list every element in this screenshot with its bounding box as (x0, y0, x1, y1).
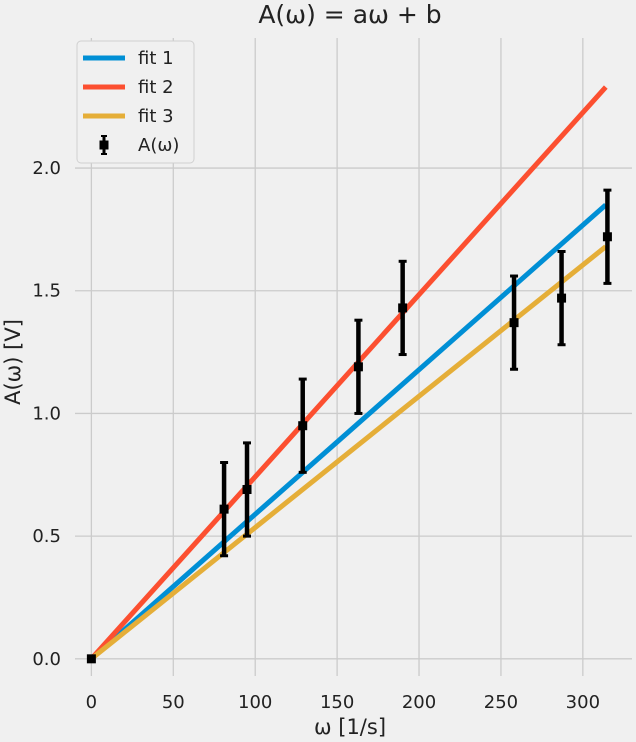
series-line-fit-3 (89, 244, 608, 661)
x-axis-label: ω [1/s] (314, 715, 386, 739)
legend: fit 1 fit 2 fit 3 A(ω) (76, 40, 195, 164)
data-point (398, 303, 408, 313)
legend-box (76, 40, 195, 164)
y-axis-ticks: 0.0 0.5 1.0 1.5 2.0 (32, 158, 61, 670)
legend-swatch-marker (99, 140, 109, 150)
data-point (242, 485, 252, 495)
legend-label: fit 2 (138, 77, 174, 98)
legend-label: fit 3 (138, 106, 174, 127)
x-axis-ticks: 0 50 100 150 200 250 300 (86, 692, 600, 713)
y-axis-label: A(ω) [V] (1, 319, 25, 405)
x-tick-label: 200 (402, 692, 436, 713)
legend-label: A(ω) (138, 135, 179, 156)
data-point (86, 654, 96, 664)
x-tick-label: 250 (484, 692, 518, 713)
data-point (557, 293, 567, 303)
x-tick-label: 50 (162, 692, 185, 713)
data-point (602, 232, 612, 242)
data-point (298, 421, 308, 431)
series-lines (89, 85, 608, 661)
x-tick-label: 300 (566, 692, 600, 713)
errorbars (86, 188, 612, 664)
data-point (219, 504, 229, 514)
x-tick-label: 150 (320, 692, 354, 713)
y-tick-label: 0.5 (32, 526, 61, 547)
data-point (509, 318, 519, 328)
grid (75, 38, 632, 676)
y-tick-label: 2.0 (32, 158, 61, 179)
y-tick-label: 1.0 (32, 403, 61, 424)
y-tick-label: 1.5 (32, 281, 61, 302)
x-tick-label: 0 (86, 692, 97, 713)
series-line-fit-1 (89, 202, 608, 661)
series-line-fit-2 (89, 85, 608, 661)
chart-title: A(ω) = aω + b (258, 0, 441, 29)
data-point (353, 362, 363, 372)
x-tick-label: 100 (238, 692, 272, 713)
legend-label: fit 1 (138, 48, 174, 69)
y-tick-label: 0.0 (32, 649, 61, 670)
